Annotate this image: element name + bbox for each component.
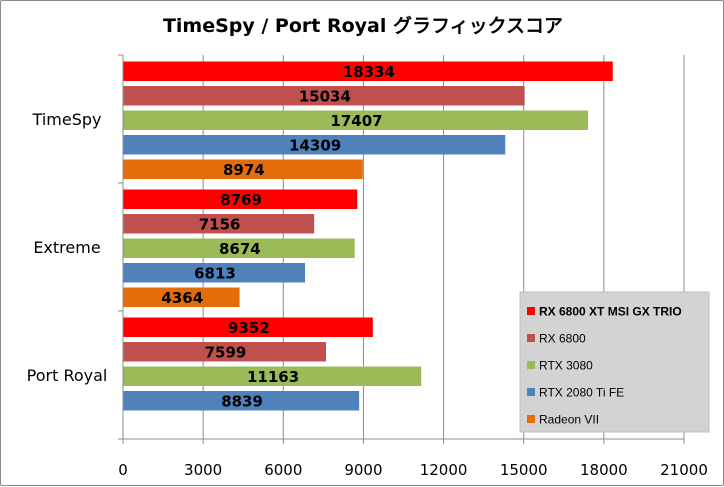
x-tick-label: 0 bbox=[118, 461, 128, 479]
chart-title: TimeSpy / Port Royal グラフィックスコア bbox=[163, 14, 563, 37]
legend-label: RTX 2080 Ti FE bbox=[539, 386, 624, 400]
data-label: 7156 bbox=[199, 215, 241, 233]
data-label: 8769 bbox=[220, 191, 262, 209]
bar bbox=[123, 238, 355, 258]
bar bbox=[123, 135, 506, 155]
data-label: 8674 bbox=[219, 240, 261, 258]
legend-label: RTX 3080 bbox=[539, 359, 593, 373]
x-tick-label: 18000 bbox=[580, 461, 628, 479]
data-label: 11163 bbox=[247, 368, 299, 386]
data-label: 17407 bbox=[330, 112, 382, 130]
data-label: 14309 bbox=[289, 136, 341, 154]
x-tick-label: 12000 bbox=[420, 461, 468, 479]
legend-swatch bbox=[527, 334, 535, 342]
category-label: Port Royal bbox=[27, 366, 108, 385]
data-label: 18334 bbox=[343, 63, 395, 81]
legend-swatch bbox=[527, 307, 535, 315]
legend-swatch bbox=[527, 415, 535, 423]
x-tick-label: 15000 bbox=[500, 461, 548, 479]
category-label: TimeSpy bbox=[32, 110, 102, 129]
data-label: 9352 bbox=[228, 319, 270, 337]
data-label: 7599 bbox=[205, 343, 247, 361]
bars: 18334 15034 17407 14309 8974 8769 7156 8674 6813… bbox=[123, 61, 613, 411]
data-label: 4364 bbox=[161, 289, 203, 307]
bar bbox=[123, 189, 358, 209]
bar bbox=[123, 110, 589, 130]
x-tick-label: 9000 bbox=[344, 461, 382, 479]
data-label: 6813 bbox=[194, 264, 236, 282]
bar bbox=[123, 86, 525, 106]
legend-label: RX 6800 XT MSI GX TRIO bbox=[539, 305, 682, 319]
x-tick-label: 21000 bbox=[660, 461, 708, 479]
data-label: 8839 bbox=[221, 392, 263, 410]
bar bbox=[123, 61, 613, 81]
legend: RX 6800 XT MSI GX TRIO RX 6800 RTX 3080 RTX… bbox=[519, 291, 710, 433]
bar bbox=[123, 263, 306, 283]
bar bbox=[123, 366, 422, 386]
legend-swatch bbox=[527, 388, 535, 396]
bar bbox=[123, 287, 240, 307]
x-tick-label: 3000 bbox=[184, 461, 222, 479]
legend-swatch bbox=[527, 361, 535, 369]
bar bbox=[123, 391, 360, 411]
bar bbox=[123, 159, 363, 179]
category-label: Extreme bbox=[33, 238, 100, 257]
data-label: 15034 bbox=[299, 87, 351, 105]
bar bbox=[123, 342, 327, 362]
axes: 0 3000 6000 9000 12000 15000 18000 21000 TimeSpy… bbox=[27, 54, 708, 479]
data-label: 8974 bbox=[223, 161, 265, 179]
bar bbox=[123, 317, 373, 337]
legend-label: Radeon VII bbox=[539, 413, 599, 427]
x-tick-label: 6000 bbox=[264, 461, 302, 479]
legend-box bbox=[519, 291, 710, 433]
bar bbox=[123, 214, 315, 234]
legend-label: RX 6800 bbox=[539, 332, 586, 346]
